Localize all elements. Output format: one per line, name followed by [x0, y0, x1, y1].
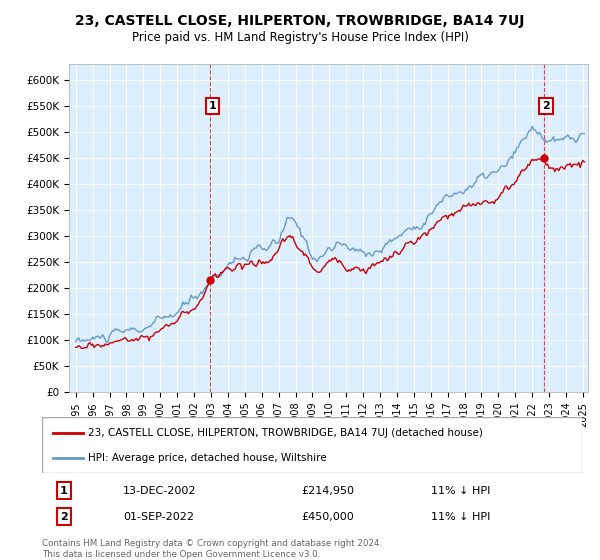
Text: 2: 2 [60, 512, 67, 521]
Text: 1: 1 [208, 101, 216, 111]
Text: £214,950: £214,950 [301, 486, 354, 496]
Text: Contains HM Land Registry data © Crown copyright and database right 2024.
This d: Contains HM Land Registry data © Crown c… [42, 539, 382, 559]
Text: 11% ↓ HPI: 11% ↓ HPI [431, 486, 490, 496]
Text: 01-SEP-2022: 01-SEP-2022 [123, 512, 194, 521]
Text: 2: 2 [542, 101, 550, 111]
Text: 13-DEC-2002: 13-DEC-2002 [123, 486, 197, 496]
Text: 23, CASTELL CLOSE, HILPERTON, TROWBRIDGE, BA14 7UJ (detached house): 23, CASTELL CLOSE, HILPERTON, TROWBRIDGE… [88, 428, 483, 438]
Text: £450,000: £450,000 [301, 512, 354, 521]
Text: Price paid vs. HM Land Registry's House Price Index (HPI): Price paid vs. HM Land Registry's House … [131, 31, 469, 44]
Text: HPI: Average price, detached house, Wiltshire: HPI: Average price, detached house, Wilt… [88, 452, 326, 463]
Text: 23, CASTELL CLOSE, HILPERTON, TROWBRIDGE, BA14 7UJ: 23, CASTELL CLOSE, HILPERTON, TROWBRIDGE… [76, 14, 524, 28]
Text: 11% ↓ HPI: 11% ↓ HPI [431, 512, 490, 521]
Text: 1: 1 [60, 486, 67, 496]
